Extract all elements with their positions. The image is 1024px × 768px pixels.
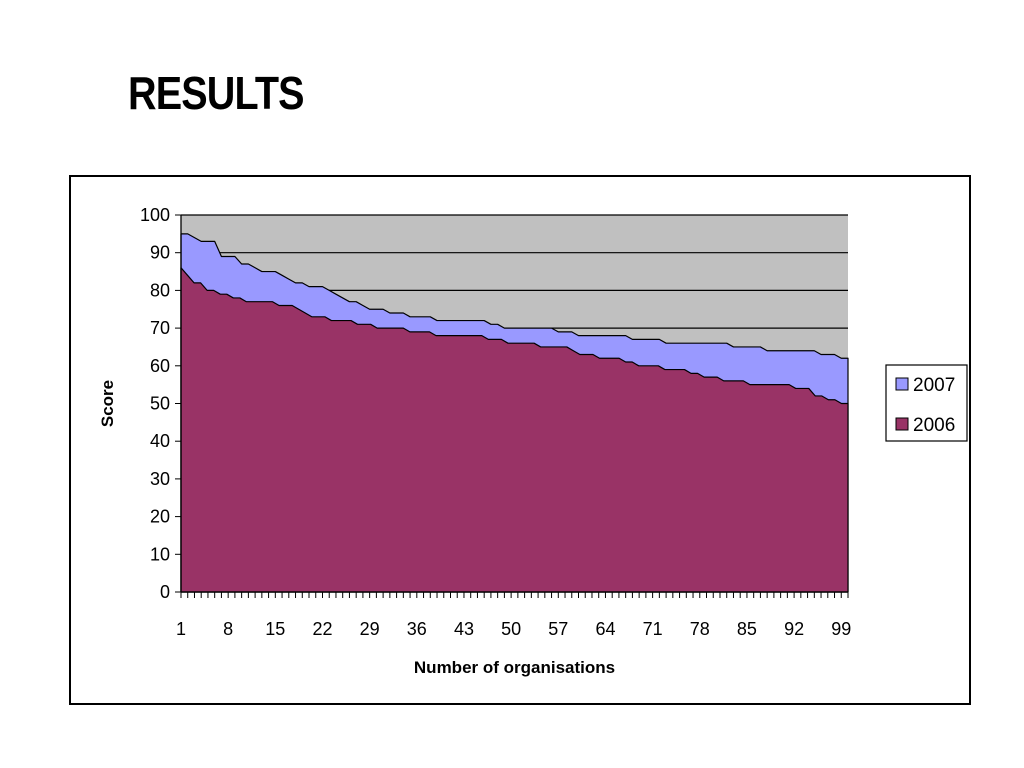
x-tick-label-43: 43 <box>454 619 474 639</box>
x-axis-title: Number of organisations <box>414 658 615 677</box>
y-tick-label-50: 50 <box>150 394 170 414</box>
area-chart: 0 10 20 30 40 50 60 70 80 90 100 1 8 15 22 29 36 43 50 57 64… <box>98 205 968 677</box>
y-tick-label-20: 20 <box>150 507 170 527</box>
area-series-2006 <box>180 267 849 593</box>
legend-swatch-2007 <box>895 377 909 391</box>
y-tick-label-80: 80 <box>150 280 170 300</box>
y-tick-label-90: 90 <box>150 243 170 263</box>
y-tick-label-60: 60 <box>150 356 170 376</box>
x-tick-label-29: 29 <box>360 619 380 639</box>
legend-label-2006: 2006 <box>913 415 955 436</box>
x-tick-label-36: 36 <box>407 619 427 639</box>
x-tick-label-64: 64 <box>595 619 615 639</box>
x-tick-label-71: 71 <box>643 619 663 639</box>
x-tick-label-92: 92 <box>784 619 804 639</box>
slide-title: RESULTS <box>128 67 305 119</box>
x-tick-label-22: 22 <box>312 619 332 639</box>
chart-frame: 0 10 20 30 40 50 60 70 80 90 100 1 8 15 22 29 36 43 50 57 64… <box>69 175 971 705</box>
y-tick-label-100: 100 <box>140 205 170 225</box>
y-tick-label-0: 0 <box>160 582 170 602</box>
y-tick-label-40: 40 <box>150 431 170 451</box>
x-tick-label-57: 57 <box>548 619 568 639</box>
y-tick-label-30: 30 <box>150 469 170 489</box>
x-tick-label-78: 78 <box>690 619 710 639</box>
legend-label-2007: 2007 <box>913 375 955 396</box>
x-tick-label-99: 99 <box>831 619 851 639</box>
x-tick-label-1: 1 <box>176 619 186 639</box>
legend-swatch-2006 <box>895 417 909 431</box>
y-tick-label-70: 70 <box>150 318 170 338</box>
y-tick-label-10: 10 <box>150 544 170 564</box>
x-tick-label-15: 15 <box>265 619 285 639</box>
x-tick-label-8: 8 <box>223 619 233 639</box>
x-tick-label-50: 50 <box>501 619 521 639</box>
y-axis-title: Score <box>98 380 117 427</box>
x-tick-label-85: 85 <box>737 619 757 639</box>
